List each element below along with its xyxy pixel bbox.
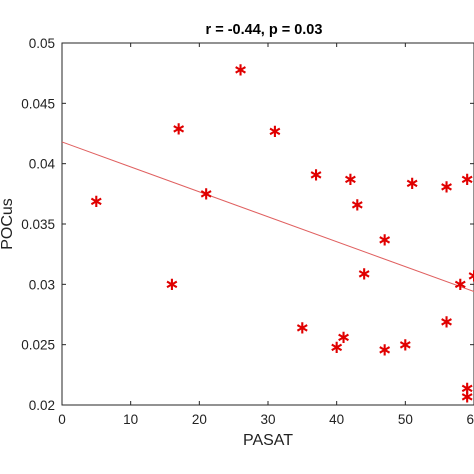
plot-area xyxy=(61,42,474,406)
x-tick-label: 50 xyxy=(398,412,413,427)
y-tick-label: 0.04 xyxy=(29,157,56,172)
data-point: ∗ xyxy=(377,229,392,250)
x-tick-label: 10 xyxy=(123,412,138,427)
chart-title: r = -0.44, p = 0.03 xyxy=(206,22,323,38)
y-tick-label: 0.035 xyxy=(21,217,55,232)
data-point: ∗ xyxy=(199,184,214,205)
data-point: ∗ xyxy=(460,169,474,190)
y-tick-label: 0.03 xyxy=(29,277,55,292)
data-point: ∗ xyxy=(89,191,104,212)
data-point: ∗ xyxy=(398,334,413,355)
y-tick-label: 0.045 xyxy=(21,96,55,111)
data-point: ∗ xyxy=(295,318,310,339)
regression-line xyxy=(61,141,474,293)
data-point: ∗ xyxy=(350,194,365,215)
y-tick-label: 0.05 xyxy=(29,36,55,51)
data-point: ∗ xyxy=(329,337,344,358)
data-point: ∗ xyxy=(171,118,186,139)
data-point: ∗ xyxy=(460,378,474,399)
x-tick-label: 60 xyxy=(466,412,474,427)
x-axis-label: PASAT xyxy=(243,432,293,449)
y-axis-label: POCus xyxy=(0,198,16,250)
y-axis: 0.02 0.025 0.03 0.035 0.04 0.045 0.05 xyxy=(21,36,474,413)
x-tick-label: 20 xyxy=(192,412,207,427)
data-point: ∗ xyxy=(460,386,474,407)
x-axis: 0 10 20 30 40 50 60 xyxy=(58,43,474,427)
data-point: ∗ xyxy=(466,266,474,287)
data-points: ∗∗∗∗∗∗∗∗∗∗∗∗∗∗∗∗∗∗∗∗∗∗∗∗ xyxy=(89,59,474,407)
data-point: ∗ xyxy=(357,263,372,284)
y-tick-label: 0.025 xyxy=(21,338,55,353)
data-point: ∗ xyxy=(405,173,420,194)
data-point: ∗ xyxy=(343,169,358,190)
data-point: ∗ xyxy=(164,274,179,295)
data-point: ∗ xyxy=(377,339,392,360)
x-tick-label: 40 xyxy=(329,412,344,427)
data-point: ∗ xyxy=(439,312,454,333)
x-tick-label: 0 xyxy=(58,412,66,427)
data-point: ∗ xyxy=(309,164,324,185)
data-point: ∗ xyxy=(336,327,351,348)
data-point: ∗ xyxy=(233,59,248,80)
x-tick-label: 30 xyxy=(260,412,275,427)
data-point: ∗ xyxy=(267,121,282,142)
data-point: ∗ xyxy=(453,274,468,295)
y-tick-label: 0.02 xyxy=(29,398,55,413)
data-point: ∗ xyxy=(439,176,454,197)
